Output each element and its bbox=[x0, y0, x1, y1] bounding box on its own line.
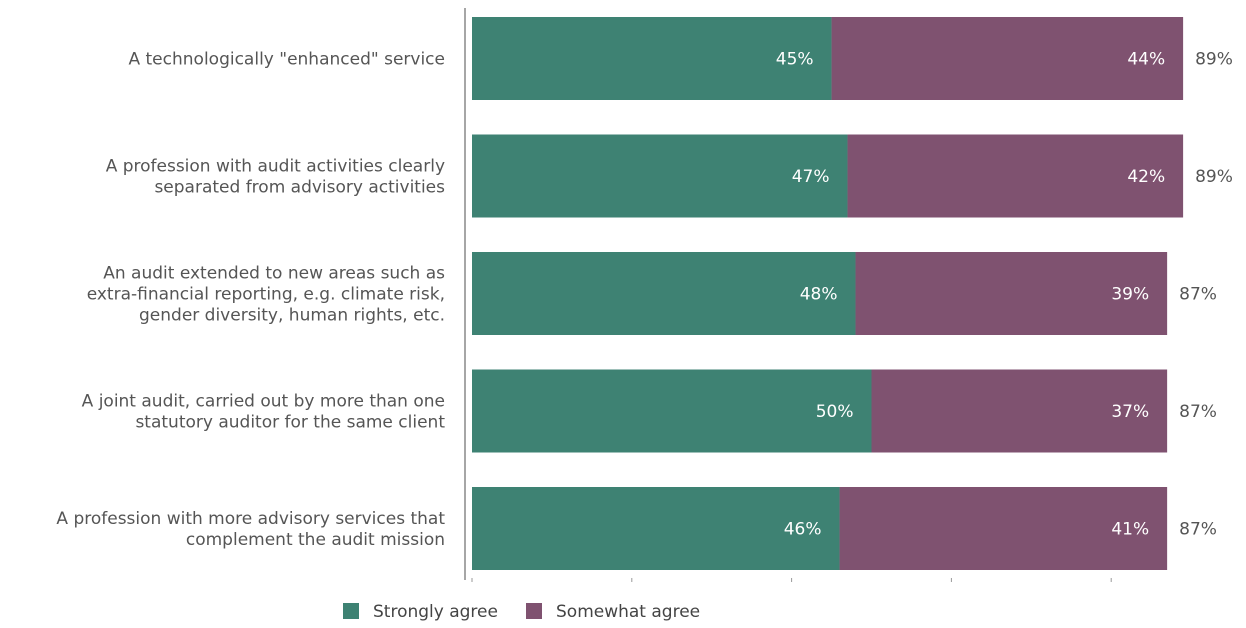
labels-layer: A technologically "enhanced" service 45% 4… bbox=[56, 50, 1233, 551]
bars-layer bbox=[472, 17, 1184, 570]
category-label-line: complement the audit mission bbox=[186, 530, 445, 550]
bar-segment-strongly-agree bbox=[472, 487, 840, 570]
segment-value-label: 37% bbox=[1111, 402, 1149, 422]
total-value-label: 87% bbox=[1179, 520, 1217, 540]
bar-segment-somewhat-agree bbox=[831, 17, 1184, 100]
segment-value-label: 50% bbox=[816, 402, 854, 422]
category-label-line: A joint audit, carried out by more than … bbox=[82, 392, 445, 412]
segment-value-label: 41% bbox=[1111, 520, 1149, 540]
category-label-line: A profession with more advisory services… bbox=[56, 509, 445, 529]
legend-label: Somewhat agree bbox=[556, 602, 700, 622]
legend-label: Strongly agree bbox=[373, 602, 498, 622]
category-label-line: A profession with audit activities clear… bbox=[106, 157, 445, 177]
category-label-line: An audit extended to new areas such as bbox=[103, 264, 445, 284]
total-value-label: 87% bbox=[1179, 285, 1217, 305]
category-label: A joint audit, carried out by more than … bbox=[82, 392, 446, 433]
category-label-line: separated from advisory activities bbox=[154, 178, 445, 198]
bar-segment-strongly-agree bbox=[472, 134, 848, 218]
category-label-line: statutory auditor for the same client bbox=[135, 413, 445, 433]
category-label: A profession with audit activities clear… bbox=[106, 157, 445, 198]
total-value-label: 89% bbox=[1195, 167, 1233, 187]
segment-value-label: 39% bbox=[1111, 285, 1149, 305]
total-value-label: 87% bbox=[1179, 402, 1217, 422]
segment-value-label: 47% bbox=[792, 167, 830, 187]
x-axis-ticks bbox=[471, 578, 1112, 582]
segment-value-label: 46% bbox=[784, 520, 822, 540]
bar-segment-somewhat-agree bbox=[871, 369, 1168, 453]
bar-segment-somewhat-agree bbox=[839, 487, 1168, 570]
legend: Strongly agree Somewhat agree bbox=[343, 602, 700, 622]
total-value-label: 89% bbox=[1195, 50, 1233, 70]
category-label: A profession with more advisory services… bbox=[56, 509, 445, 550]
bar-segment-strongly-agree bbox=[472, 369, 872, 453]
category-label-line: extra-financial reporting, e.g. climate … bbox=[87, 285, 445, 305]
bar-segment-strongly-agree bbox=[472, 252, 856, 335]
segment-value-label: 45% bbox=[776, 50, 814, 70]
category-label: A technologically "enhanced" service bbox=[128, 50, 445, 70]
segment-value-label: 44% bbox=[1127, 50, 1165, 70]
category-label-line: gender diversity, human rights, etc. bbox=[139, 306, 445, 326]
bar-segment-strongly-agree bbox=[472, 17, 832, 100]
legend-swatch-strongly-agree bbox=[343, 603, 359, 619]
category-label: An audit extended to new areas such as ex… bbox=[87, 264, 445, 326]
segment-value-label: 48% bbox=[800, 285, 838, 305]
bar-segment-somewhat-agree bbox=[847, 134, 1184, 218]
category-label-line: A technologically "enhanced" service bbox=[128, 50, 445, 70]
legend-swatch-somewhat-agree bbox=[526, 603, 542, 619]
bar-segment-somewhat-agree bbox=[855, 252, 1168, 335]
segment-value-label: 42% bbox=[1127, 167, 1165, 187]
